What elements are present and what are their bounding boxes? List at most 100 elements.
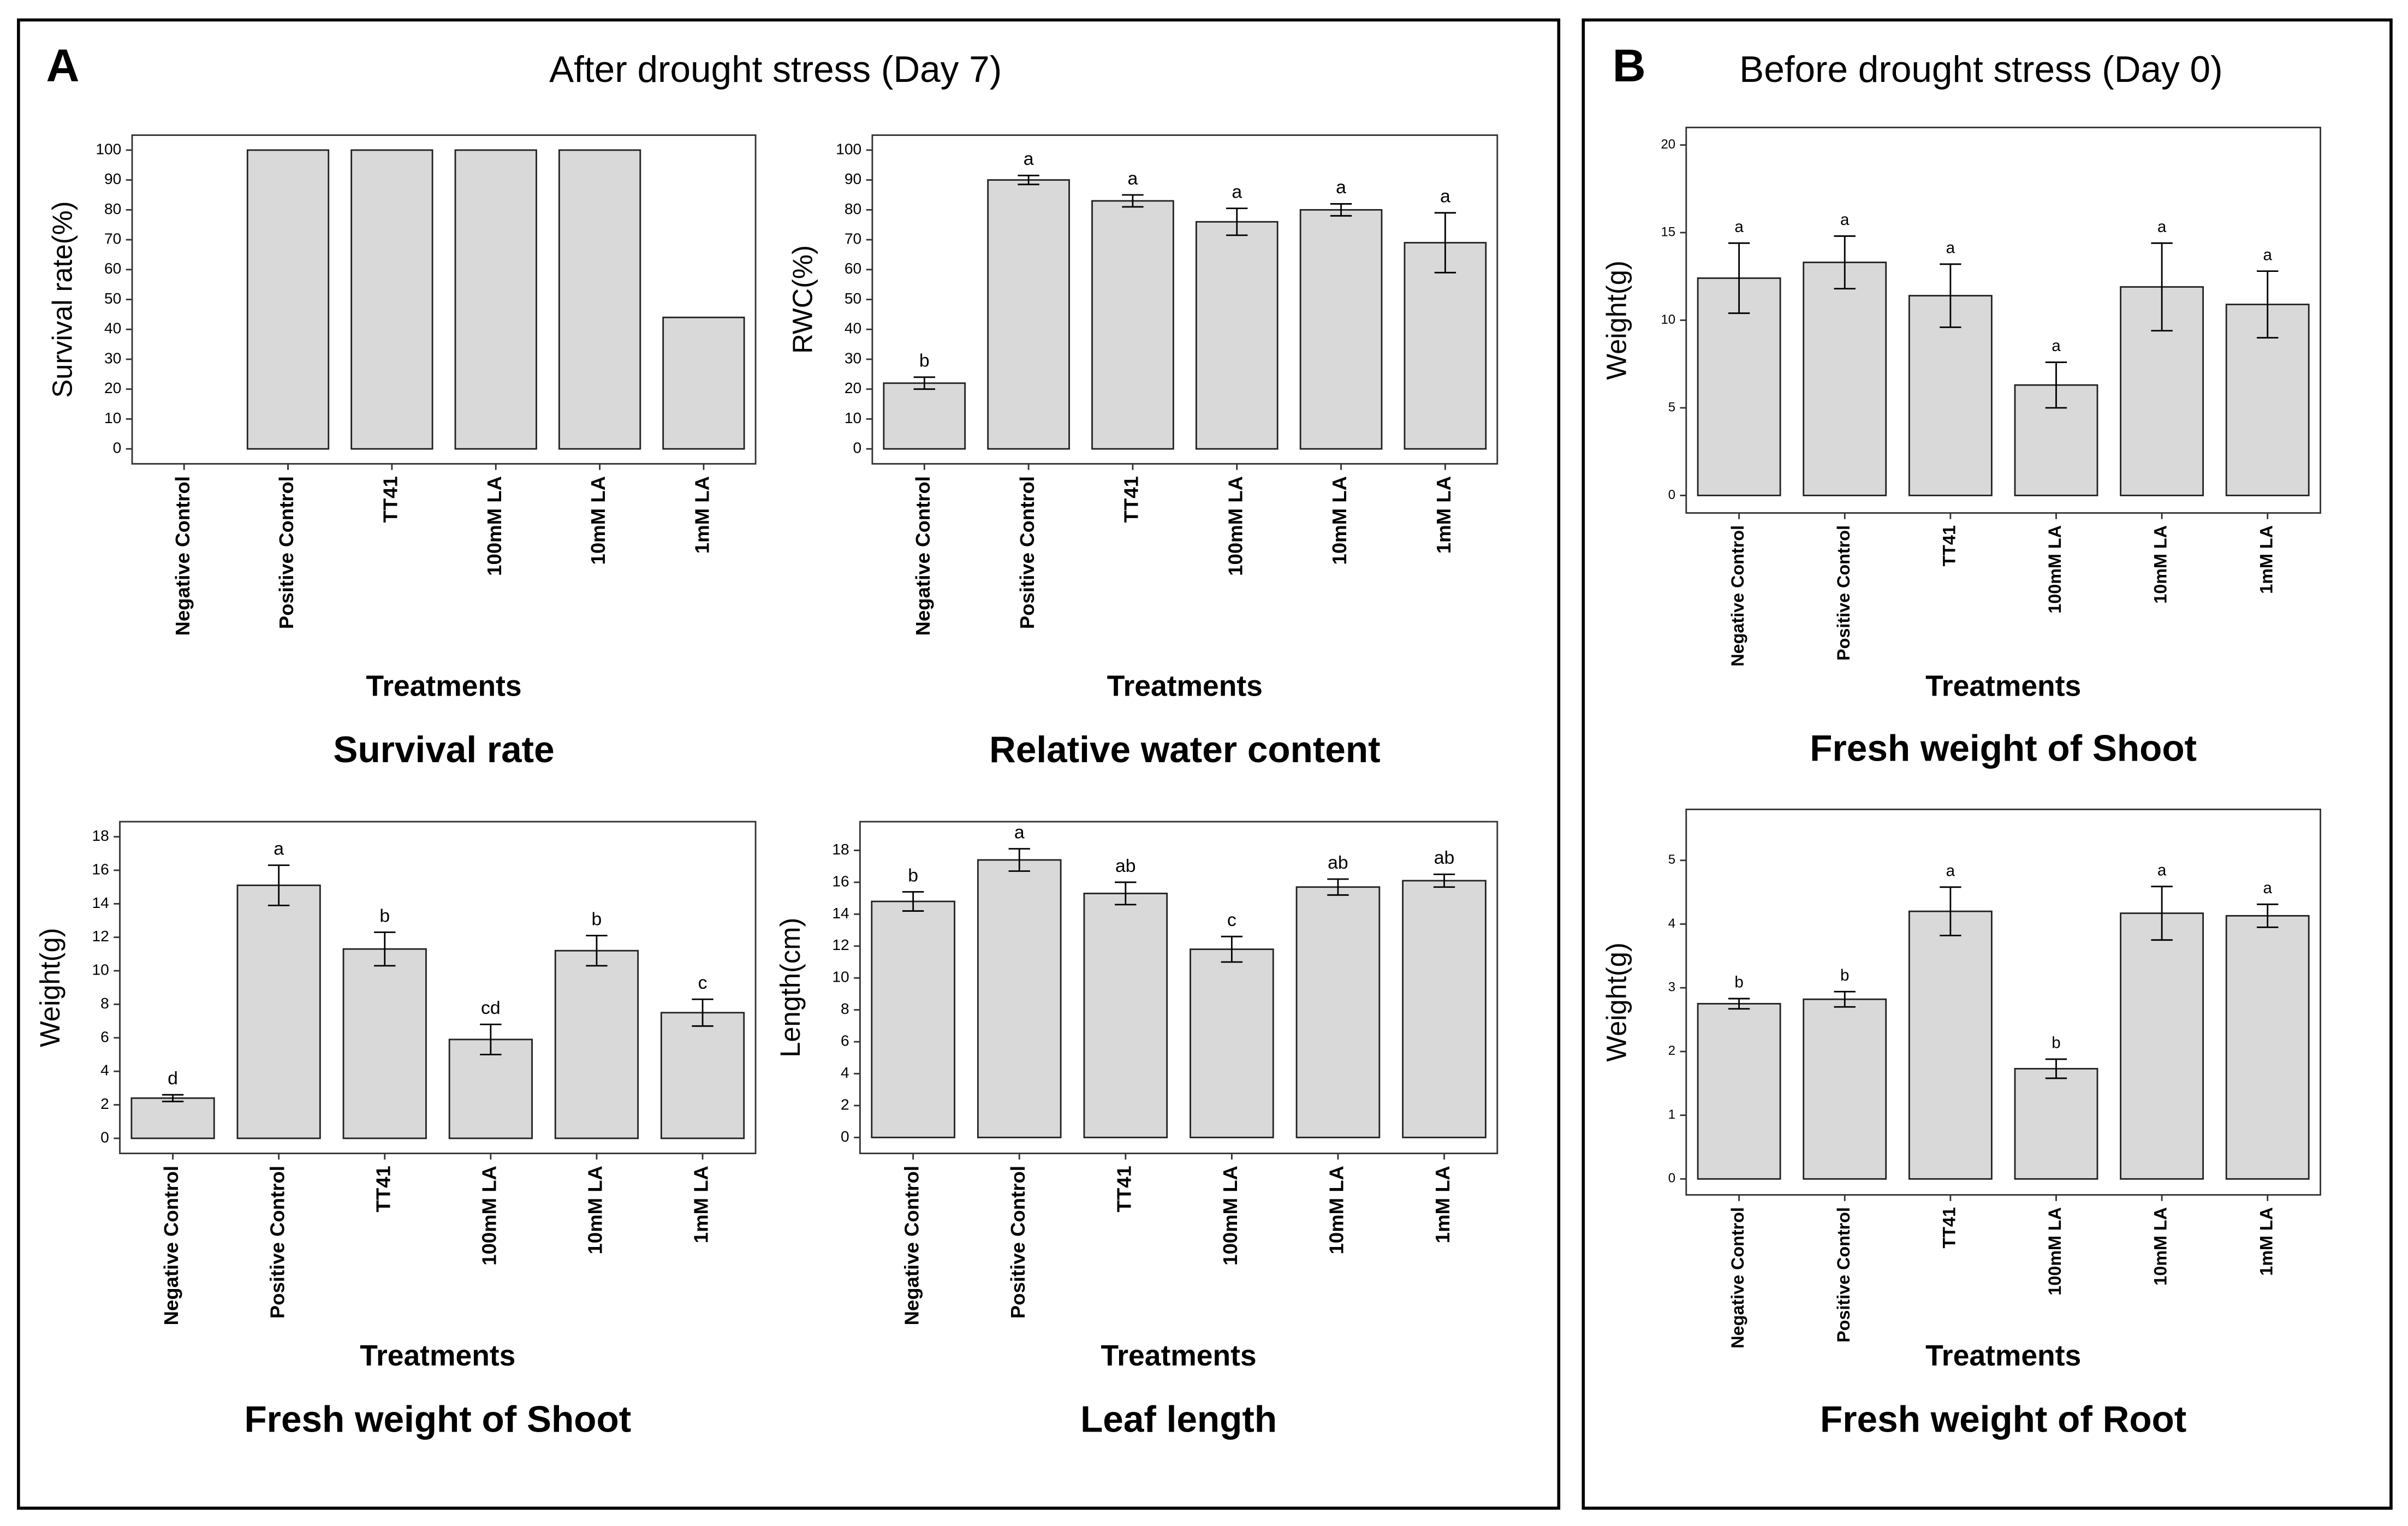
- significance-letter: b: [379, 905, 390, 926]
- x-tick-label: TT41: [379, 476, 402, 522]
- y-tick-label: 2: [100, 1095, 109, 1112]
- bar: [987, 179, 1070, 450]
- bar: [871, 900, 955, 1138]
- y-axis-label: Survival rate(%): [47, 201, 78, 397]
- bar: [454, 149, 537, 450]
- y-tick-label: 50: [845, 290, 861, 307]
- y-tick-label: 0: [113, 440, 122, 456]
- error-bar: [1728, 242, 1750, 314]
- bar: [1402, 880, 1487, 1138]
- error-bar: [1330, 203, 1352, 217]
- bar: [2225, 915, 2310, 1180]
- error-bar: [1226, 207, 1248, 236]
- y-tick-label: 90: [104, 170, 121, 187]
- chart-title: Fresh weight of Root: [1820, 1399, 2186, 1440]
- plot-area: [859, 821, 1499, 1154]
- error-bar: [2045, 1058, 2067, 1079]
- y-tick-label: 60: [104, 260, 121, 277]
- y-tick-label: 3: [1668, 980, 1675, 995]
- y-tick-label: 80: [104, 200, 121, 217]
- x-tick-label: Negative Control: [171, 476, 194, 636]
- x-tick-label: 1mM LA: [1431, 1166, 1454, 1243]
- x-tick-label: 10mM LA: [587, 476, 609, 565]
- bar: [1195, 221, 1279, 450]
- significance-letter: a: [2263, 246, 2273, 264]
- panel-title: Before drought stress (Day 0): [1739, 49, 2222, 90]
- y-tick-label: 6: [841, 1032, 849, 1049]
- x-tick-label: 100mM LA: [1219, 1166, 1241, 1266]
- y-tick-label: 0: [100, 1129, 109, 1145]
- y-tick-label: 16: [832, 872, 849, 889]
- significance-letter: b: [1734, 973, 1743, 991]
- panel-title: After drought stress (Day 7): [549, 49, 1002, 90]
- significance-letter: b: [1840, 966, 1849, 984]
- x-axis-label: Treatments: [1107, 670, 1263, 702]
- significance-letter: a: [1024, 149, 1034, 169]
- significance-letter: c: [698, 972, 707, 993]
- y-axis-label: Weight(g): [34, 928, 66, 1047]
- bar: [1083, 893, 1168, 1138]
- bar: [448, 1038, 533, 1139]
- x-tick-label: TT41: [1939, 525, 1959, 566]
- y-tick-label: 60: [845, 260, 861, 277]
- x-tick-label: Positive Control: [1834, 1207, 1853, 1343]
- y-tick-label: 40: [104, 320, 121, 337]
- y-tick-label: 5: [1668, 400, 1675, 414]
- bar: [2014, 1068, 2098, 1180]
- x-tick-label: 10mM LA: [1325, 1166, 1348, 1254]
- chart-title: Survival rate: [333, 729, 554, 770]
- error-bar: [1327, 878, 1349, 896]
- bar: [342, 948, 427, 1139]
- significance-letter: a: [1840, 211, 1850, 229]
- y-tick-label: 5: [1668, 852, 1675, 867]
- bar: [1908, 910, 1993, 1180]
- y-tick-label: 30: [104, 349, 121, 366]
- x-axis-label: Treatments: [360, 1340, 515, 1372]
- y-tick-label: 70: [104, 230, 121, 247]
- y-tick-label: 10: [1661, 312, 1675, 327]
- x-tick-label: 1mM LA: [1432, 476, 1455, 554]
- y-tick-label: 20: [104, 379, 121, 396]
- y-tick-label: 16: [92, 860, 109, 877]
- x-tick-label: 10mM LA: [2151, 1207, 2171, 1286]
- y-tick-label: 40: [845, 320, 861, 337]
- y-tick-label: 20: [1661, 137, 1675, 152]
- significance-letter: a: [1440, 186, 1450, 207]
- y-tick-label: 12: [92, 928, 109, 945]
- x-tick-label: 1mM LA: [691, 476, 714, 554]
- y-tick-label: 18: [92, 827, 109, 844]
- y-tick-label: 1: [1668, 1107, 1675, 1122]
- x-tick-label: 1mM LA: [2256, 525, 2276, 594]
- error-bar: [1115, 881, 1137, 906]
- y-tick-label: 20: [845, 379, 861, 396]
- bar: [1299, 209, 1383, 450]
- bar: [662, 316, 745, 450]
- y-tick-label: 100: [836, 140, 861, 157]
- error-bar: [2151, 242, 2173, 332]
- x-tick-label: 10mM LA: [1328, 476, 1351, 565]
- bar: [236, 884, 321, 1139]
- significance-letter: cd: [481, 997, 501, 1018]
- y-tick-label: 100: [96, 140, 121, 157]
- error-bar: [692, 998, 714, 1027]
- panel-frame: [1581, 18, 2393, 1510]
- x-tick-label: 100mM LA: [1224, 476, 1246, 576]
- significance-letter: a: [1946, 239, 1955, 257]
- x-tick-label: 10mM LA: [584, 1166, 607, 1254]
- significance-letter: ab: [1328, 852, 1348, 873]
- y-tick-label: 18: [832, 841, 849, 858]
- x-axis-label: Treatments: [366, 670, 522, 702]
- x-tick-label: 100mM LA: [2045, 1207, 2065, 1296]
- bar: [1295, 886, 1381, 1138]
- x-tick-label: TT41: [1939, 1207, 1959, 1248]
- y-tick-label: 6: [100, 1028, 109, 1045]
- error-bar: [1834, 990, 1856, 1008]
- y-tick-label: 14: [92, 894, 109, 911]
- bar: [977, 859, 1062, 1138]
- x-tick-label: 10mM LA: [2151, 525, 2171, 604]
- significance-letter: a: [2263, 879, 2273, 897]
- x-tick-label: Negative Control: [900, 1166, 923, 1325]
- x-tick-label: Negative Control: [1728, 1207, 1747, 1349]
- significance-letter: d: [168, 1068, 178, 1089]
